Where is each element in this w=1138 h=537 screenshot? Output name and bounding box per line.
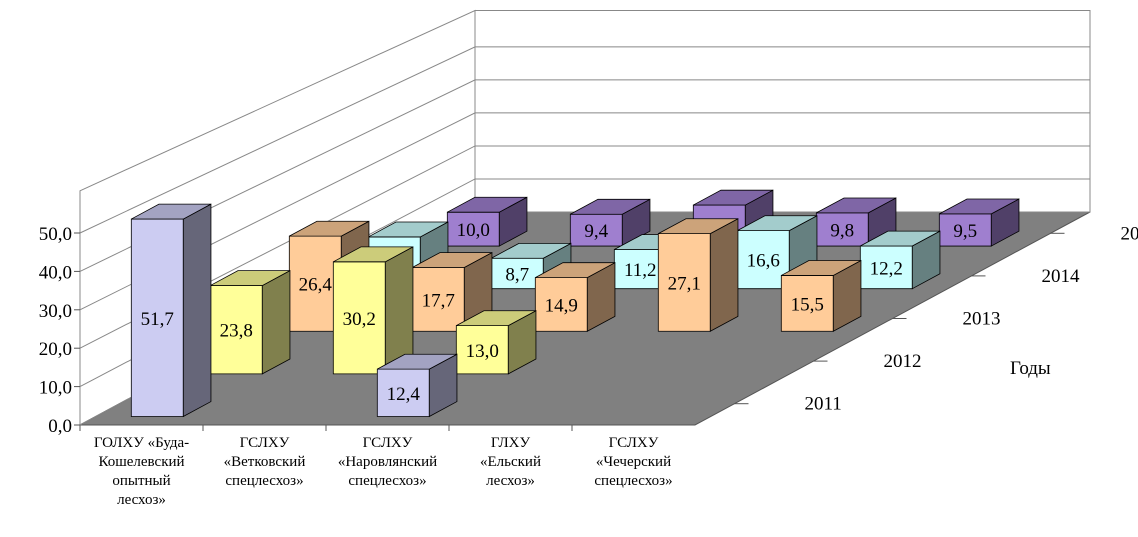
z-tick-label: 2014 bbox=[1042, 266, 1081, 287]
bar: 51,7 bbox=[131, 204, 211, 416]
depth-axis-label: Годы bbox=[1010, 358, 1051, 379]
y-tick-label: 10,0 bbox=[39, 378, 72, 399]
x-tick-label: «Ельский bbox=[480, 454, 541, 470]
y-tick-label: 0,0 bbox=[48, 416, 72, 437]
x-tick-label: ГСЛХУ bbox=[609, 435, 659, 451]
x-tick-label: спецлесхоз» bbox=[594, 473, 672, 489]
bar: 12,4 bbox=[377, 354, 457, 416]
data-label: 26,4 bbox=[299, 275, 333, 296]
y-tick-label: 40,0 bbox=[39, 262, 72, 283]
back-wall bbox=[475, 11, 1090, 212]
data-label: 9,4 bbox=[584, 221, 608, 242]
data-label: 23,8 bbox=[220, 321, 253, 342]
data-label: 17,7 bbox=[422, 290, 455, 311]
bar: 27,1 bbox=[658, 219, 738, 332]
data-label: 14,9 bbox=[545, 295, 578, 316]
y-tick-label: 50,0 bbox=[39, 224, 72, 245]
x-tick-label: спецлесхоз» bbox=[225, 473, 303, 489]
y-tick-label: 30,0 bbox=[39, 301, 72, 322]
data-label: 13,0 bbox=[466, 341, 499, 362]
y-tick-label: 20,0 bbox=[39, 339, 72, 360]
data-label: 8,7 bbox=[505, 264, 529, 285]
x-tick-label: «Чечерский bbox=[596, 454, 671, 470]
data-label: 11,2 bbox=[624, 260, 657, 281]
x-tick-label: ГЛХУ bbox=[491, 435, 531, 451]
data-label: 16,6 bbox=[747, 251, 780, 272]
z-tick-label: 2013 bbox=[963, 309, 1001, 330]
data-label: 15,5 bbox=[791, 294, 824, 315]
x-tick-label: опытный bbox=[112, 473, 170, 489]
data-label: 12,2 bbox=[870, 258, 903, 279]
x-tick-label: лесхоз» bbox=[486, 473, 535, 489]
x-tick-label: «Ветковский bbox=[224, 454, 306, 470]
x-tick-label: «Наровлянский bbox=[338, 454, 437, 470]
x-tick-label: ГСЛХУ bbox=[363, 435, 413, 451]
data-label: 27,1 bbox=[668, 273, 701, 294]
bar-side bbox=[262, 271, 290, 374]
bar-side bbox=[710, 219, 738, 332]
data-label: 12,4 bbox=[387, 384, 421, 405]
z-tick-label: 2015 bbox=[1121, 223, 1138, 244]
data-label: 10,0 bbox=[457, 220, 490, 241]
x-tick-label: Кошелевский bbox=[98, 454, 184, 470]
x-tick-label: ГОЛХУ «Буда- bbox=[94, 435, 189, 451]
x-tick-label: лесхоз» bbox=[117, 492, 166, 508]
bar: 15,5 bbox=[781, 261, 861, 332]
data-label: 30,2 bbox=[343, 309, 376, 330]
bar: 12,2 bbox=[860, 231, 940, 289]
x-tick-label: спецлесхоз» bbox=[348, 473, 426, 489]
data-label: 9,8 bbox=[830, 220, 854, 241]
data-label: 51,7 bbox=[141, 309, 174, 330]
data-label: 9,5 bbox=[953, 221, 977, 242]
x-tick-label: ГСЛХУ bbox=[240, 435, 290, 451]
z-tick-label: 2012 bbox=[884, 351, 922, 372]
bar-side bbox=[183, 204, 211, 416]
z-tick-label: 2011 bbox=[805, 394, 842, 415]
bar: 14,9 bbox=[535, 263, 615, 332]
bar: 30,2 bbox=[333, 247, 413, 374]
bar: 23,8 bbox=[210, 271, 290, 374]
bar: 13,0 bbox=[456, 311, 536, 374]
